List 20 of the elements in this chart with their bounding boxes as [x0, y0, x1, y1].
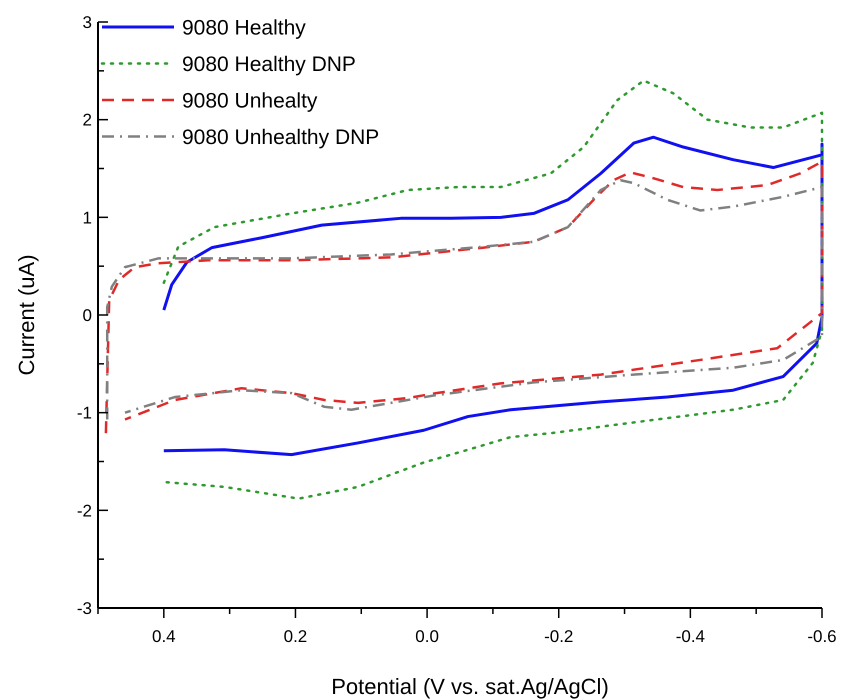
x-tick-label: -0.6 — [807, 627, 837, 646]
legend-label: 9080 Healthy DNP — [182, 52, 356, 76]
x-tick-label: 0.4 — [152, 627, 176, 646]
y-tick-label: -2 — [76, 501, 92, 520]
x-tick-label: -0.2 — [544, 627, 574, 646]
x-tick-label: 0.0 — [415, 627, 439, 646]
legend-label: 9080 Healthy — [182, 16, 306, 40]
y-tick-label: 3 — [82, 12, 92, 32]
x-axis-title: Potential (V vs. sat.Ag/AgCl) — [331, 674, 609, 699]
legend-label: 9080 Unhealthy DNP — [182, 126, 380, 149]
y-axis-title: Current (uA) — [14, 254, 39, 376]
x-tick-label: -0.4 — [676, 627, 706, 646]
y-tick-label: 2 — [82, 110, 92, 130]
x-tick-label: 0.2 — [284, 627, 308, 646]
y-tick-label: -3 — [76, 598, 92, 618]
legend-label: 9080 Unhealty — [182, 89, 318, 112]
y-tick-label: 1 — [82, 208, 92, 228]
line-series — [162, 79, 824, 500]
y-tick-label: -1 — [76, 404, 92, 423]
y-tick-label: 0 — [82, 306, 92, 325]
